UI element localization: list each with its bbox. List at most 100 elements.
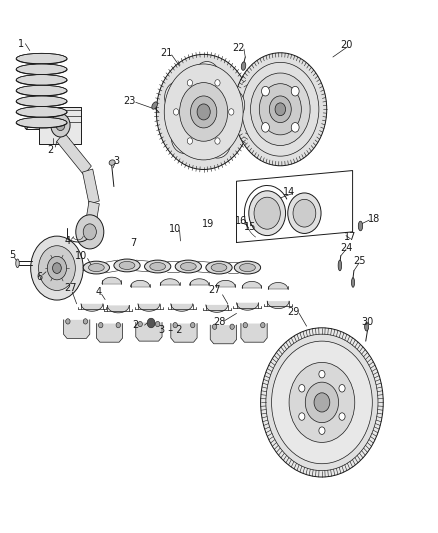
Text: 4: 4: [95, 287, 102, 297]
Ellipse shape: [206, 261, 232, 274]
Circle shape: [173, 322, 177, 328]
Text: 27: 27: [64, 283, 76, 293]
Ellipse shape: [240, 263, 255, 271]
Circle shape: [234, 53, 327, 166]
Ellipse shape: [109, 160, 115, 165]
Circle shape: [251, 73, 310, 146]
Circle shape: [66, 319, 70, 324]
Circle shape: [212, 324, 217, 329]
Circle shape: [156, 54, 251, 169]
Circle shape: [266, 334, 378, 471]
Ellipse shape: [16, 75, 67, 85]
Circle shape: [314, 393, 330, 412]
Ellipse shape: [16, 85, 67, 96]
Circle shape: [242, 62, 319, 156]
Ellipse shape: [351, 278, 355, 287]
Polygon shape: [39, 107, 81, 144]
Ellipse shape: [234, 261, 261, 274]
Circle shape: [56, 120, 65, 131]
Circle shape: [291, 123, 299, 132]
Circle shape: [291, 86, 299, 96]
Circle shape: [249, 191, 286, 236]
Circle shape: [187, 79, 193, 86]
Circle shape: [47, 256, 67, 280]
Circle shape: [173, 109, 179, 115]
Text: 16: 16: [235, 216, 247, 226]
Text: 18: 18: [368, 214, 381, 223]
Circle shape: [83, 319, 88, 324]
Polygon shape: [210, 325, 237, 344]
Polygon shape: [237, 171, 353, 243]
Circle shape: [288, 193, 321, 233]
Ellipse shape: [88, 263, 104, 271]
Circle shape: [259, 84, 301, 135]
Circle shape: [293, 199, 316, 227]
Polygon shape: [96, 324, 123, 342]
Ellipse shape: [16, 107, 67, 117]
Text: 4: 4: [65, 237, 71, 246]
Ellipse shape: [150, 263, 166, 271]
Circle shape: [116, 322, 120, 328]
Circle shape: [197, 104, 210, 120]
Text: 22: 22: [233, 43, 245, 53]
Circle shape: [147, 318, 155, 328]
Circle shape: [305, 382, 339, 423]
Ellipse shape: [25, 120, 28, 129]
Polygon shape: [241, 324, 267, 342]
Ellipse shape: [338, 260, 342, 271]
Text: 24: 24: [340, 243, 352, 253]
Circle shape: [243, 322, 247, 328]
Text: 3: 3: [113, 156, 119, 166]
Ellipse shape: [114, 259, 140, 272]
Circle shape: [299, 413, 305, 420]
Ellipse shape: [241, 62, 246, 70]
Circle shape: [215, 79, 220, 86]
Circle shape: [138, 321, 142, 327]
Circle shape: [205, 126, 231, 158]
Circle shape: [31, 236, 83, 300]
Circle shape: [229, 109, 234, 115]
Circle shape: [254, 197, 280, 229]
Text: 14: 14: [283, 187, 295, 197]
Circle shape: [261, 86, 269, 96]
Text: 21: 21: [160, 49, 173, 58]
Text: 25: 25: [353, 256, 365, 266]
Circle shape: [319, 370, 325, 378]
Circle shape: [230, 324, 234, 329]
Ellipse shape: [211, 263, 227, 271]
Ellipse shape: [83, 261, 110, 274]
Circle shape: [180, 83, 228, 141]
Circle shape: [187, 138, 192, 144]
Polygon shape: [136, 322, 162, 341]
Circle shape: [261, 328, 383, 477]
Circle shape: [51, 114, 70, 137]
Circle shape: [319, 427, 325, 434]
Text: 3 – 2: 3 – 2: [159, 326, 183, 335]
Circle shape: [269, 96, 291, 123]
Circle shape: [275, 103, 286, 116]
Text: 5: 5: [9, 250, 15, 260]
Ellipse shape: [16, 259, 19, 268]
Circle shape: [165, 82, 191, 114]
Text: 27: 27: [208, 286, 221, 295]
Circle shape: [191, 322, 195, 328]
Circle shape: [164, 64, 243, 160]
Text: 10: 10: [75, 251, 87, 261]
Text: 19: 19: [202, 219, 214, 229]
Circle shape: [53, 263, 61, 273]
Circle shape: [219, 89, 245, 121]
Circle shape: [76, 215, 104, 249]
Ellipse shape: [364, 322, 368, 331]
Circle shape: [155, 321, 160, 327]
Text: 23: 23: [123, 96, 135, 106]
Circle shape: [215, 138, 220, 144]
Text: 29: 29: [287, 307, 300, 317]
Text: 2: 2: [47, 146, 53, 155]
Ellipse shape: [180, 263, 196, 271]
Text: 30: 30: [362, 318, 374, 327]
Circle shape: [339, 413, 345, 420]
Text: 10: 10: [169, 224, 181, 234]
Text: 2: 2: [133, 320, 139, 330]
Ellipse shape: [16, 96, 67, 107]
Ellipse shape: [119, 262, 135, 270]
